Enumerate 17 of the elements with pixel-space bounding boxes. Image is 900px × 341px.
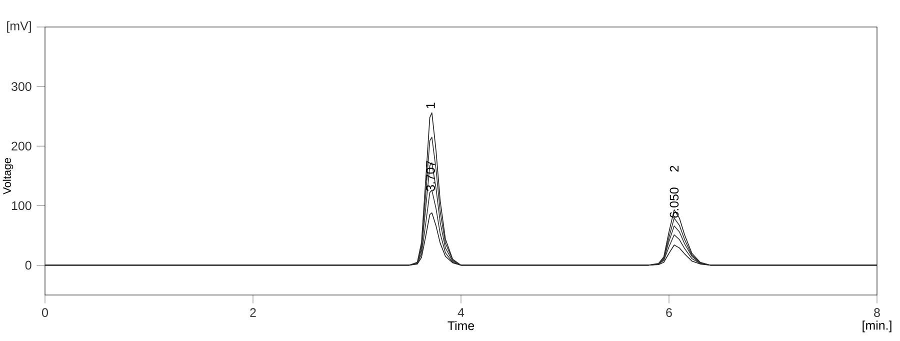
y-axis-title: Voltage — [2, 158, 14, 194]
annotation: 3.707 — [426, 160, 435, 191]
annotation: 2 — [670, 166, 679, 172]
x-tick-label: 6 — [666, 308, 672, 318]
x-tick-label: 4 — [458, 308, 464, 317]
x-tick-label: 2 — [250, 308, 256, 317]
annotation: 6.050 — [670, 188, 679, 218]
y-tick-label: 300 — [12, 82, 32, 91]
text: [min.] — [862, 320, 892, 332]
y-tick-label: 100 — [12, 201, 32, 210]
y-tick-label: 0 — [25, 260, 32, 270]
y-tick-label: [mV] — [7, 21, 31, 33]
x-tick-label: 8 — [874, 308, 880, 318]
annotation: 1 — [426, 102, 435, 108]
y-tick-label: 200 — [12, 142, 32, 151]
x-tick-label: 0 — [42, 308, 48, 318]
x-axis-title: Time — [448, 320, 474, 330]
